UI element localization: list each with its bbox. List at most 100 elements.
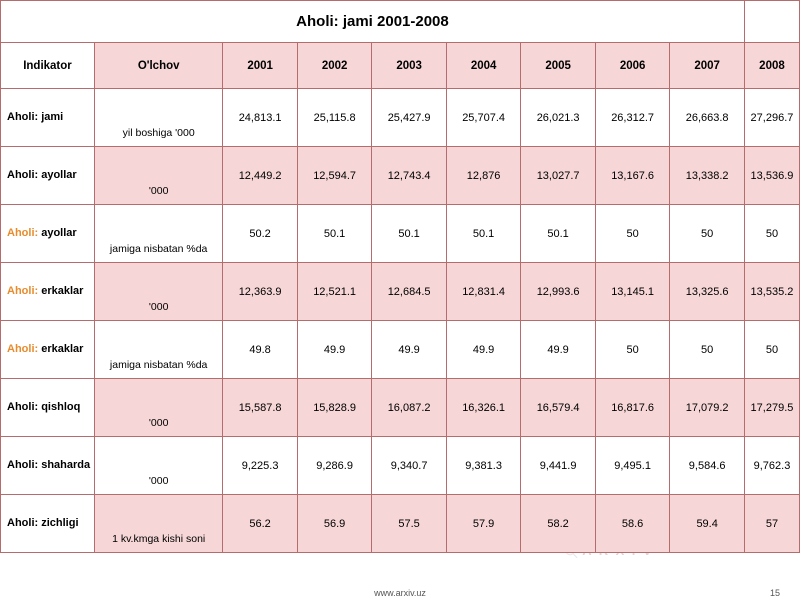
value-cell: 58.2 <box>521 495 596 553</box>
value-cell: 12,521.1 <box>297 263 372 321</box>
column-header: Indikator <box>1 43 95 89</box>
value-cell: 57 <box>744 495 799 553</box>
value-cell: 9,441.9 <box>521 437 596 495</box>
data-table: Aholi: jami 2001-2008 IndikatorO'lchov20… <box>0 0 800 553</box>
value-cell: 50 <box>670 321 745 379</box>
value-cell: 50 <box>670 205 745 263</box>
unit-cell: jamiga nisbatan %da <box>94 205 222 263</box>
indicator-cell: Aholi: ayollar <box>1 205 95 263</box>
value-cell: 12,831.4 <box>446 263 521 321</box>
value-cell: 9,286.9 <box>297 437 372 495</box>
table-row: Aholi: ayollarjamiga nisbatan %da50.250.… <box>1 205 800 263</box>
value-cell: 59.4 <box>670 495 745 553</box>
column-header: 2006 <box>595 43 670 89</box>
indicator-cell: Aholi: qishloq <box>1 379 95 437</box>
indicator-suffix: erkaklar <box>38 285 83 297</box>
title-row: Aholi: jami 2001-2008 <box>1 1 800 43</box>
value-cell: 15,828.9 <box>297 379 372 437</box>
column-header: O'lchov <box>94 43 222 89</box>
indicator-cell: Aholi: ayollar <box>1 147 95 205</box>
value-cell: 49.9 <box>297 321 372 379</box>
value-cell: 16,579.4 <box>521 379 596 437</box>
value-cell: 49.9 <box>446 321 521 379</box>
value-cell: 26,312.7 <box>595 89 670 147</box>
footer-url: www.arxiv.uz <box>0 588 800 598</box>
value-cell: 25,427.9 <box>372 89 447 147</box>
value-cell: 12,876 <box>446 147 521 205</box>
value-cell: 50 <box>595 321 670 379</box>
table-row: Aholi: qishloq'00015,587.815,828.916,087… <box>1 379 800 437</box>
value-cell: 50 <box>744 321 799 379</box>
value-cell: 13,027.7 <box>521 147 596 205</box>
table-row: Aholi: erkaklarjamiga nisbatan %da49.849… <box>1 321 800 379</box>
value-cell: 9,762.3 <box>744 437 799 495</box>
value-cell: 25,115.8 <box>297 89 372 147</box>
value-cell: 50 <box>744 205 799 263</box>
value-cell: 50.1 <box>446 205 521 263</box>
value-cell: 26,021.3 <box>521 89 596 147</box>
value-cell: 12,449.2 <box>223 147 298 205</box>
value-cell: 13,325.6 <box>670 263 745 321</box>
value-cell: 13,536.9 <box>744 147 799 205</box>
column-header: 2007 <box>670 43 745 89</box>
value-cell: 13,535.2 <box>744 263 799 321</box>
value-cell: 15,587.8 <box>223 379 298 437</box>
table-row: Aholi: jamiyil boshiga '00024,813.125,11… <box>1 89 800 147</box>
indicator-cell: Aholi: shaharda <box>1 437 95 495</box>
value-cell: 49.9 <box>521 321 596 379</box>
column-header: 2008 <box>744 43 799 89</box>
unit-cell: '000 <box>94 379 222 437</box>
indicator-prefix: Aholi: <box>7 285 38 297</box>
table-row: Aholi: zichligi1 kv.kmga kishi soni56.25… <box>1 495 800 553</box>
value-cell: 57.9 <box>446 495 521 553</box>
value-cell: 49.9 <box>372 321 447 379</box>
value-cell: 16,087.2 <box>372 379 447 437</box>
indicator-prefix: Aholi: <box>7 343 38 355</box>
indicator-suffix: erkaklar <box>38 343 83 355</box>
page-number: 15 <box>770 588 780 598</box>
value-cell: 50.1 <box>297 205 372 263</box>
value-cell: 13,167.6 <box>595 147 670 205</box>
value-cell: 27,296.7 <box>744 89 799 147</box>
value-cell: 49.8 <box>223 321 298 379</box>
indicator-cell: Aholi: erkaklar <box>1 263 95 321</box>
value-cell: 24,813.1 <box>223 89 298 147</box>
value-cell: 58.6 <box>595 495 670 553</box>
table-title: Aholi: jami 2001-2008 <box>1 1 745 43</box>
table-row: Aholi: erkaklar'00012,363.912,521.112,68… <box>1 263 800 321</box>
column-header: 2001 <box>223 43 298 89</box>
indicator-cell: Aholi: jami <box>1 89 95 147</box>
column-header: 2005 <box>521 43 596 89</box>
value-cell: 56.2 <box>223 495 298 553</box>
unit-cell: 1 kv.kmga kishi soni <box>94 495 222 553</box>
value-cell: 50.2 <box>223 205 298 263</box>
table-row: Aholi: ayollar'00012,449.212,594.712,743… <box>1 147 800 205</box>
value-cell: 26,663.8 <box>670 89 745 147</box>
indicator-prefix: Aholi: <box>7 227 38 239</box>
value-cell: 12,684.5 <box>372 263 447 321</box>
value-cell: 9,584.6 <box>670 437 745 495</box>
value-cell: 9,225.3 <box>223 437 298 495</box>
value-cell: 13,145.1 <box>595 263 670 321</box>
header-row: IndikatorO'lchov200120022003200420052006… <box>1 43 800 89</box>
value-cell: 56.9 <box>297 495 372 553</box>
value-cell: 9,340.7 <box>372 437 447 495</box>
value-cell: 50.1 <box>521 205 596 263</box>
value-cell: 12,743.4 <box>372 147 447 205</box>
value-cell: 13,338.2 <box>670 147 745 205</box>
value-cell: 50.1 <box>372 205 447 263</box>
unit-cell: '000 <box>94 437 222 495</box>
value-cell: 50 <box>595 205 670 263</box>
column-header: 2003 <box>372 43 447 89</box>
value-cell: 25,707.4 <box>446 89 521 147</box>
value-cell: 12,363.9 <box>223 263 298 321</box>
value-cell: 17,279.5 <box>744 379 799 437</box>
value-cell: 57.5 <box>372 495 447 553</box>
indicator-cell: Aholi: erkaklar <box>1 321 95 379</box>
title-spacer <box>744 1 799 43</box>
column-header: 2002 <box>297 43 372 89</box>
column-header: 2004 <box>446 43 521 89</box>
indicator-cell: Aholi: zichligi <box>1 495 95 553</box>
value-cell: 16,326.1 <box>446 379 521 437</box>
indicator-suffix: ayollar <box>38 227 77 239</box>
